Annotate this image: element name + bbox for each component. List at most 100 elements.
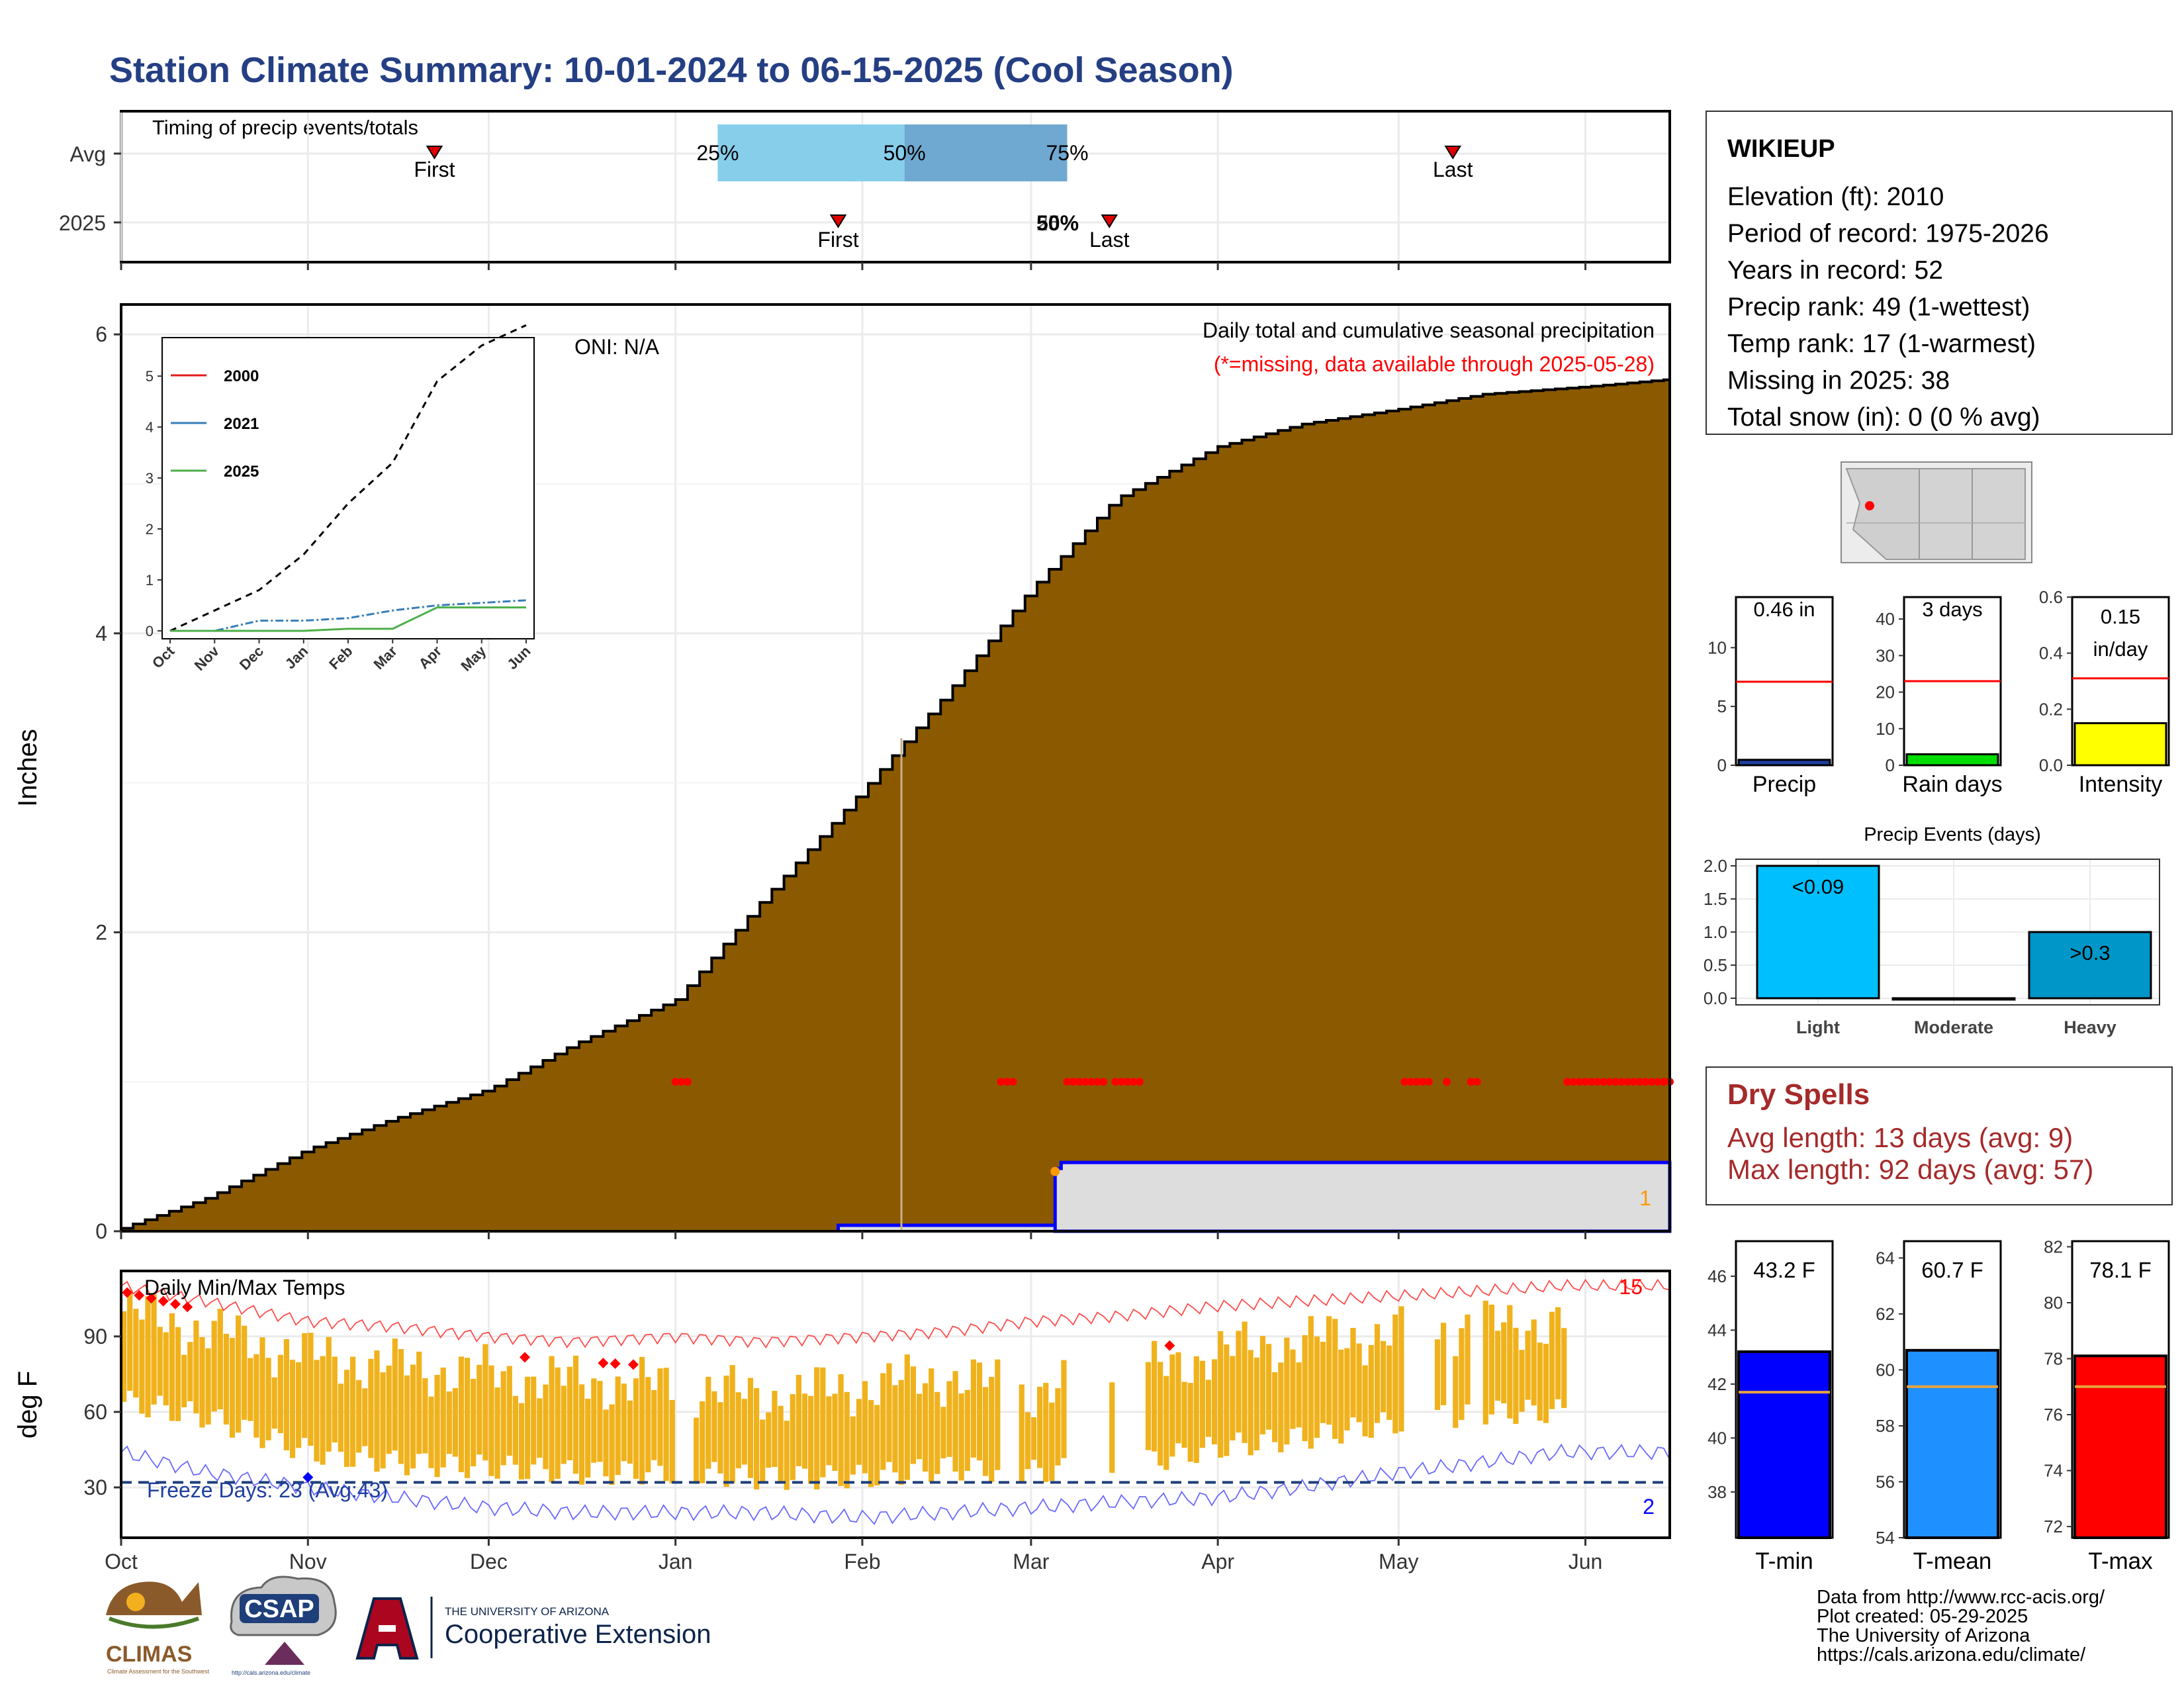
precip-ytick-label: 6: [95, 322, 107, 346]
month-tick-label: May: [1379, 1550, 1418, 1573]
daily-temp-bar: [772, 1391, 778, 1468]
inset-series-line: [170, 599, 527, 632]
temp-ylabel: deg F: [13, 1371, 42, 1438]
daily-temp-bar: [651, 1389, 657, 1460]
precip-event-category: Heavy: [2064, 1017, 2116, 1037]
footer: CLIMAS Climate Assessment for the Southw…: [106, 1575, 2105, 1676]
daily-temp-bar: [856, 1399, 862, 1465]
daily-temp-bar: [537, 1398, 543, 1458]
daily-temp-bar: [163, 1332, 169, 1405]
daily-temp-bar: [747, 1378, 754, 1478]
daily-temp-bar: [1145, 1362, 1152, 1450]
missing-day-marker: [683, 1078, 692, 1086]
csap-logo-text: CSAP: [244, 1595, 314, 1623]
daily-temp-bar: [199, 1336, 205, 1428]
daily-temp-bar: [386, 1365, 392, 1454]
overlap-25-label: 25%: [1036, 211, 1079, 235]
missing-day-marker: [1605, 1078, 1614, 1086]
daily-temp-bar: [169, 1313, 175, 1421]
daily-temp-bar: [1278, 1362, 1284, 1452]
month-tick-label: Mar: [1013, 1550, 1049, 1573]
record-low-line: [120, 1443, 1670, 1526]
avg-first-label: First: [414, 158, 455, 181]
daily-temp-bar: [500, 1371, 506, 1466]
missing-day-marker: [1587, 1078, 1596, 1086]
footer-credit-line: The University of Arizona: [1817, 1625, 2030, 1646]
daily-temp-bar: [465, 1358, 471, 1478]
daily-temp-bar: [452, 1387, 458, 1457]
daily-temp-bar: [1525, 1331, 1531, 1400]
csap-logo: CSAP http://cals.arizona.edu/climate: [230, 1575, 337, 1676]
daily-temp-bar: [518, 1403, 525, 1480]
precip-event-bar: [1756, 865, 1880, 1000]
last-2025-marker: [1101, 214, 1118, 228]
daily-temp-bar: [1387, 1345, 1392, 1420]
daily-temp-bar: [271, 1377, 277, 1429]
summary-bar-label: 0.46 in: [1753, 598, 1815, 621]
dry-spells-avg: Avg length: 13 days (avg: 9): [1727, 1122, 2073, 1153]
missing-day-marker: [1659, 1078, 1668, 1086]
temperature-summary-bars: 43.2 F 38 40 42 44 46 T-min 60.7 F 54 56 58 60 62 64 T…: [1707, 1237, 2170, 1574]
daily-temp-bar: [820, 1367, 826, 1477]
precip-ytick-label: 4: [95, 622, 107, 645]
inset-legend-label: 2000: [224, 367, 259, 385]
daily-temp-bar: [1242, 1321, 1248, 1443]
daily-temp-bar: [380, 1372, 386, 1469]
daily-temp-bar: [723, 1376, 729, 1487]
daily-temp-bar: [844, 1391, 850, 1489]
avg-first-marker: [426, 146, 443, 160]
daily-temp-bar: [826, 1396, 832, 1466]
events-ytick-label: 0.5: [1704, 955, 1727, 975]
daily-temp-bar: [808, 1395, 814, 1484]
daily-temp-bar: [766, 1412, 772, 1468]
daily-temp-bar: [567, 1366, 572, 1460]
daily-temp-bar: [1187, 1383, 1193, 1462]
missing-day-marker: [1473, 1078, 1481, 1086]
daily-temp-bar: [253, 1354, 259, 1438]
daily-temp-bar: [332, 1356, 338, 1443]
daily-temp-bar: [663, 1368, 669, 1481]
precip-ytick-label: 2: [95, 920, 107, 944]
summary-bar-value: [1905, 753, 1999, 767]
temp-summary-value: [2073, 1354, 2167, 1539]
daily-temp-bar: [1362, 1365, 1368, 1436]
month-tick-label: Apr: [1201, 1550, 1234, 1573]
summary-bar-ytick: 0: [1717, 755, 1727, 775]
daily-temp-bar: [814, 1367, 820, 1489]
daily-temp-bar: [471, 1379, 477, 1467]
missing-day-marker: [1617, 1078, 1626, 1086]
record-high-marker: [122, 1287, 133, 1298]
daily-temp-bar: [392, 1338, 398, 1451]
daily-temp-bar: [139, 1319, 145, 1414]
daily-temp-bar: [597, 1381, 603, 1462]
temp-summary-ytick: 60: [1876, 1360, 1895, 1380]
daily-temp-bar: [801, 1393, 808, 1469]
daily-temp-bar: [983, 1387, 989, 1476]
daily-temp-bar: [404, 1375, 410, 1476]
record-high-marker: [182, 1301, 193, 1313]
summary-bar-ytick: 10: [1707, 637, 1727, 657]
avg-last-label: Last: [1433, 158, 1473, 181]
daily-temp-bar: [1236, 1331, 1242, 1433]
month-tick-label: Oct: [105, 1550, 138, 1573]
daily-temp-bar: [236, 1315, 242, 1433]
inset-ytick-label: 2: [146, 521, 154, 538]
daily-temp-bar: [1453, 1356, 1459, 1429]
daily-temp-bar: [603, 1409, 609, 1477]
daily-temp-bar: [838, 1374, 844, 1486]
record-high-marker: [610, 1358, 621, 1369]
missing-day-marker: [1135, 1078, 1144, 1086]
missing-day-marker: [1111, 1078, 1120, 1086]
missing-day-marker: [1063, 1078, 1071, 1086]
daily-temp-bar: [1181, 1382, 1187, 1448]
record-high-marker: [158, 1295, 169, 1307]
summary-bar-value: [1737, 759, 1831, 767]
daily-temp-bar: [1055, 1388, 1061, 1466]
daily-temp-bar: [416, 1351, 422, 1454]
daily-temp-bar: [446, 1391, 452, 1454]
daily-temp-bar: [591, 1378, 597, 1463]
daily-temp-bar: [916, 1393, 923, 1460]
temp-summary-value: [1737, 1350, 1831, 1539]
daily-temp-bar: [1290, 1349, 1296, 1429]
